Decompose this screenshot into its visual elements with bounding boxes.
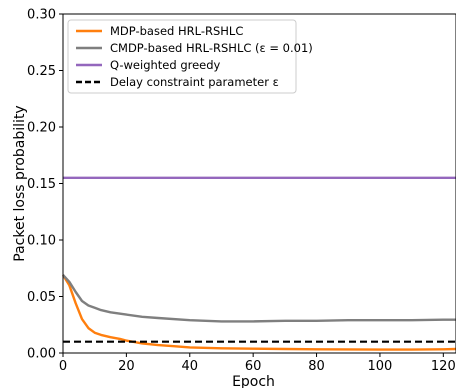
- y-tick-label: 0.15: [27, 177, 56, 192]
- legend-label: Delay constraint parameter ε: [110, 75, 279, 89]
- series-line-0: [61, 274, 456, 351]
- legend-label: MDP-based HRL-RSHLC: [110, 24, 243, 38]
- x-tick-label: 100: [368, 359, 393, 374]
- legend-box: [67, 19, 297, 94]
- x-tick-label: 120: [431, 359, 456, 374]
- legend-label: Q-weighted greedy: [110, 58, 221, 72]
- legend-label: CMDP-based HRL-RSHLC (ε = 0.01): [110, 41, 313, 55]
- y-tick-label: 0.10: [27, 234, 56, 249]
- series-line-1: [62, 274, 456, 323]
- x-tick-label: 40: [182, 359, 199, 374]
- x-tick-label: 60: [245, 359, 262, 374]
- x-tick-label: 80: [308, 359, 325, 374]
- y-tick-label: 0.30: [27, 8, 56, 23]
- y-tick-label: 0.05: [27, 290, 56, 305]
- x-tick-label: 0: [59, 359, 67, 374]
- y-tick-label: 0.20: [27, 121, 56, 136]
- x-axis-label: Epoch: [232, 374, 275, 388]
- axis-ticks: 0 20 40 60 80 100 120 0.00 0.05 0.10 0.15 0.20 0.25 0…: [27, 8, 456, 375]
- y-tick-label: 0.00: [27, 347, 56, 362]
- legend: MDP-based HRL-RSHLC CMDP-based HRL-RSHLC …: [67, 19, 313, 94]
- y-tick-label: 0.25: [27, 64, 56, 79]
- x-tick-label: 20: [118, 359, 135, 374]
- y-axis-label: Packet loss probability: [12, 105, 28, 261]
